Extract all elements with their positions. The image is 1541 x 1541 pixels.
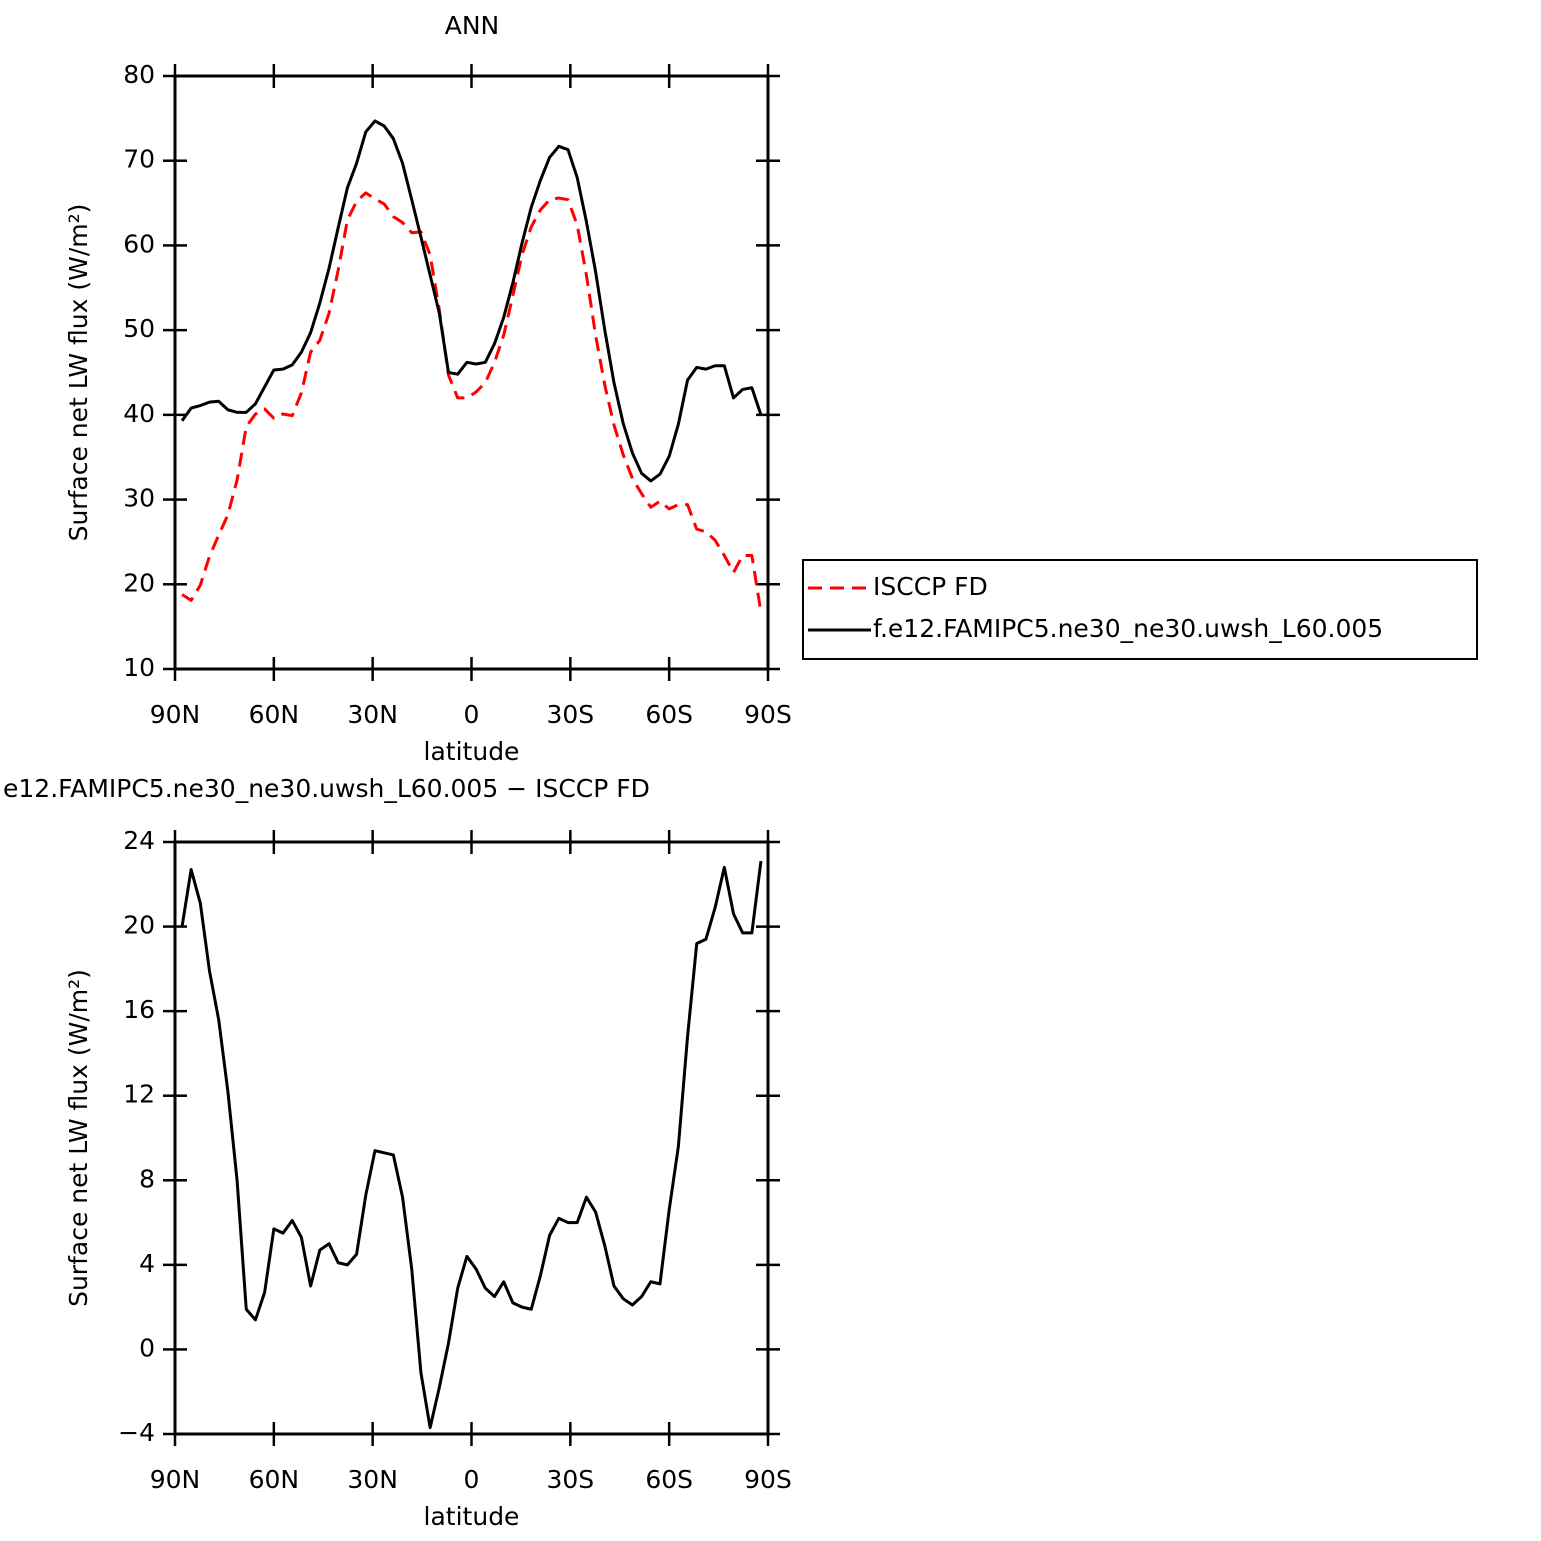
legend-box (802, 559, 1478, 660)
y-tick-label: 70 (123, 145, 155, 174)
x-axis-label: latitude (424, 737, 520, 766)
y-tick-label: 12 (123, 1080, 155, 1109)
y-axis-label: Surface net LW flux (W/m²) (64, 204, 93, 542)
y-tick-label: 40 (123, 399, 155, 428)
legend-label: ISCCP FD (873, 572, 988, 601)
y-tick-label: 50 (123, 314, 155, 343)
x-tick-label: 60N (249, 700, 300, 729)
y-tick-label: 30 (123, 484, 155, 513)
y-tick-label: 4 (139, 1249, 155, 1278)
x-tick-label: 0 (464, 1465, 480, 1494)
x-tick-label: 30N (347, 700, 398, 729)
plot-frame (173, 840, 770, 1436)
x-tick-label: 60S (645, 1465, 693, 1494)
y-tick-label: 24 (123, 826, 155, 855)
y-tick-label: 20 (123, 911, 155, 940)
x-tick-label: 0 (464, 700, 480, 729)
x-tick-label: 90S (744, 1465, 792, 1494)
data-line (180, 119, 763, 483)
chart-title: ANN (445, 11, 500, 40)
x-tick-label: 60S (645, 700, 693, 729)
y-tick-label: 80 (123, 60, 155, 89)
x-tick-label: 30S (546, 700, 594, 729)
y-tick-label: 20 (123, 568, 155, 597)
chart-title: e12.FAMIPC5.ne30_ne30.uwsh_L60.005 − ISC… (3, 774, 650, 803)
x-axis-label: latitude (424, 1502, 520, 1531)
y-tick-label: 60 (123, 229, 155, 258)
y-axis-label: Surface net LW flux (W/m²) (64, 969, 93, 1307)
y-tick-label: −4 (118, 1418, 155, 1447)
x-tick-label: 90S (744, 700, 792, 729)
x-tick-label: 60N (249, 1465, 300, 1494)
y-tick-label: 8 (139, 1164, 155, 1193)
x-tick-label: 30S (546, 1465, 594, 1494)
legend-label: f.e12.FAMIPC5.ne30_ne30.uwsh_L60.005 (873, 614, 1383, 643)
data-line (180, 860, 763, 1430)
y-tick-label: 0 (139, 1333, 155, 1362)
x-tick-label: 30N (347, 1465, 398, 1494)
y-tick-label: 10 (123, 653, 155, 682)
x-tick-label: 90N (150, 700, 201, 729)
plot-frame (173, 74, 770, 671)
data-line (181, 191, 763, 613)
x-tick-label: 90N (150, 1465, 201, 1494)
y-tick-label: 16 (123, 995, 155, 1024)
